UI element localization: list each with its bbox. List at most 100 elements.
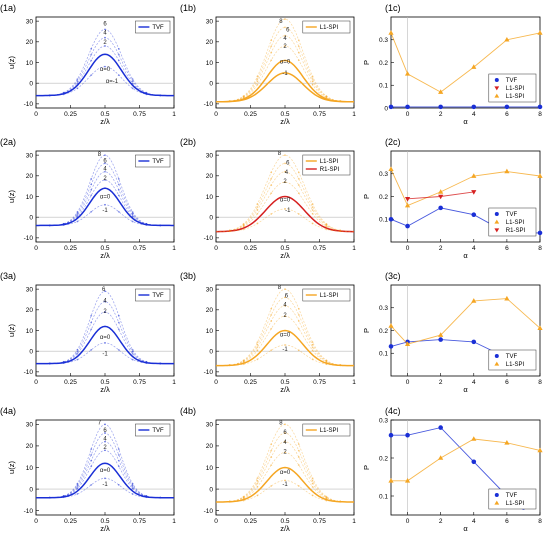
- data-point: [504, 440, 510, 445]
- series-point: [90, 465, 93, 468]
- data-point: [388, 323, 394, 328]
- x-tick-label: 8: [538, 245, 542, 252]
- series-point: [90, 328, 93, 331]
- x-tick-label: 2: [439, 245, 443, 252]
- series-line-alpha-2: [215, 181, 355, 232]
- data-point: [537, 104, 543, 110]
- curve-annotation: 2: [103, 176, 107, 182]
- series-point: [297, 177, 300, 180]
- series-point: [284, 208, 286, 210]
- x-tick-label: 6: [505, 245, 509, 252]
- series-point: [117, 349, 120, 351]
- data-point: [404, 341, 411, 346]
- y-axis-label: P: [362, 194, 371, 199]
- series-line-L1-SPI: [390, 298, 541, 345]
- x-tick-label: 4: [472, 111, 476, 118]
- data-point: [537, 230, 543, 236]
- series-point: [90, 210, 93, 213]
- series-line-L1-SPI: [391, 438, 541, 482]
- data-point: [471, 190, 477, 195]
- legend-label: TVF: [506, 212, 518, 218]
- y-tick-label: 30: [206, 152, 214, 159]
- x-tick-label: 0.25: [244, 518, 257, 525]
- series-point: [270, 177, 273, 180]
- series-point: [131, 484, 134, 487]
- series-point: [104, 440, 106, 443]
- series-point: [76, 214, 79, 217]
- chart-panel-4b: (4b)0 0.25 0.5 0.75 1-100102030z/λ8642α=0-1L…: [180, 406, 356, 533]
- x-axis-label: α: [463, 117, 468, 126]
- x-tick-label: 1: [352, 379, 356, 386]
- legend-swatch: [494, 500, 500, 505]
- series-point: [117, 53, 120, 56]
- x-tick-label: 0.75: [313, 379, 326, 386]
- series-point: [104, 290, 106, 293]
- series-line-alpha-4: [216, 329, 354, 367]
- series-point: [270, 320, 273, 322]
- legend-box: [488, 488, 537, 510]
- curve-annotation: -1: [282, 347, 288, 353]
- x-tick-label: 8: [538, 518, 542, 525]
- series-point: [131, 358, 134, 361]
- x-axis-label: z/λ: [100, 251, 110, 260]
- series-point: [284, 296, 286, 299]
- y-axis-label: P: [362, 328, 371, 333]
- series-point: [62, 362, 65, 364]
- legend-swatch: [494, 354, 499, 358]
- y-tick-label: 0: [29, 486, 33, 493]
- series-point: [90, 194, 93, 197]
- x-tick-label: 4: [472, 245, 476, 252]
- x-axis-label: z/λ: [280, 524, 290, 533]
- series-point: [104, 170, 106, 173]
- x-tick-label: 0.25: [244, 111, 257, 118]
- x-tick-label: 0.5: [280, 518, 289, 525]
- y-tick-label: 0.3: [379, 417, 388, 424]
- legend-box: [135, 288, 171, 302]
- y-tick-label: 0: [29, 348, 33, 355]
- series-point: [297, 192, 300, 195]
- y-tick-label: 30: [206, 18, 214, 25]
- series-point: [270, 59, 273, 62]
- y-tick-label: 0: [209, 348, 213, 355]
- series-point: [117, 465, 120, 468]
- y-axis-label: u(z): [7, 56, 16, 69]
- x-tick-label: 0: [214, 518, 218, 525]
- legend-box: [488, 349, 537, 371]
- curve-annotation: 8: [278, 151, 282, 157]
- series-point: [131, 348, 134, 351]
- y-tick-label: 20: [26, 307, 34, 314]
- series-point: [117, 448, 120, 451]
- series-point: [284, 34, 286, 37]
- legend-label: L1-SPI: [320, 159, 339, 165]
- legend-box: [302, 288, 351, 302]
- series-point: [117, 188, 120, 191]
- legend-box: [135, 423, 171, 437]
- series-point: [256, 485, 259, 488]
- panel-label: (2a): [0, 137, 16, 147]
- panel-label: (3c): [385, 271, 401, 281]
- series-point: [90, 448, 93, 451]
- series-point: [270, 449, 273, 452]
- series-point: [104, 423, 106, 426]
- y-tick-label: 20: [26, 173, 34, 180]
- x-tick-label: 2: [439, 518, 443, 525]
- series-point: [62, 93, 65, 96]
- series-line-alpha-2: [216, 452, 354, 503]
- curve-annotation: α=-1: [106, 79, 119, 85]
- x-tick-label: 0.75: [133, 245, 146, 252]
- series-point: [117, 321, 120, 324]
- series-line-alpha-4: [36, 187, 174, 227]
- series-point: [131, 486, 134, 488]
- series-point: [297, 307, 300, 310]
- y-tick-label: 0.3: [379, 305, 388, 312]
- series-point: [284, 315, 286, 317]
- data-point: [471, 459, 477, 465]
- series-point: [256, 494, 259, 497]
- series-point: [284, 26, 286, 29]
- x-tick-label: 0.5: [280, 245, 289, 252]
- series-point: [90, 453, 93, 456]
- series-point: [242, 499, 245, 502]
- panel-label: (1b): [180, 3, 196, 13]
- y-axis-label: P: [362, 465, 371, 470]
